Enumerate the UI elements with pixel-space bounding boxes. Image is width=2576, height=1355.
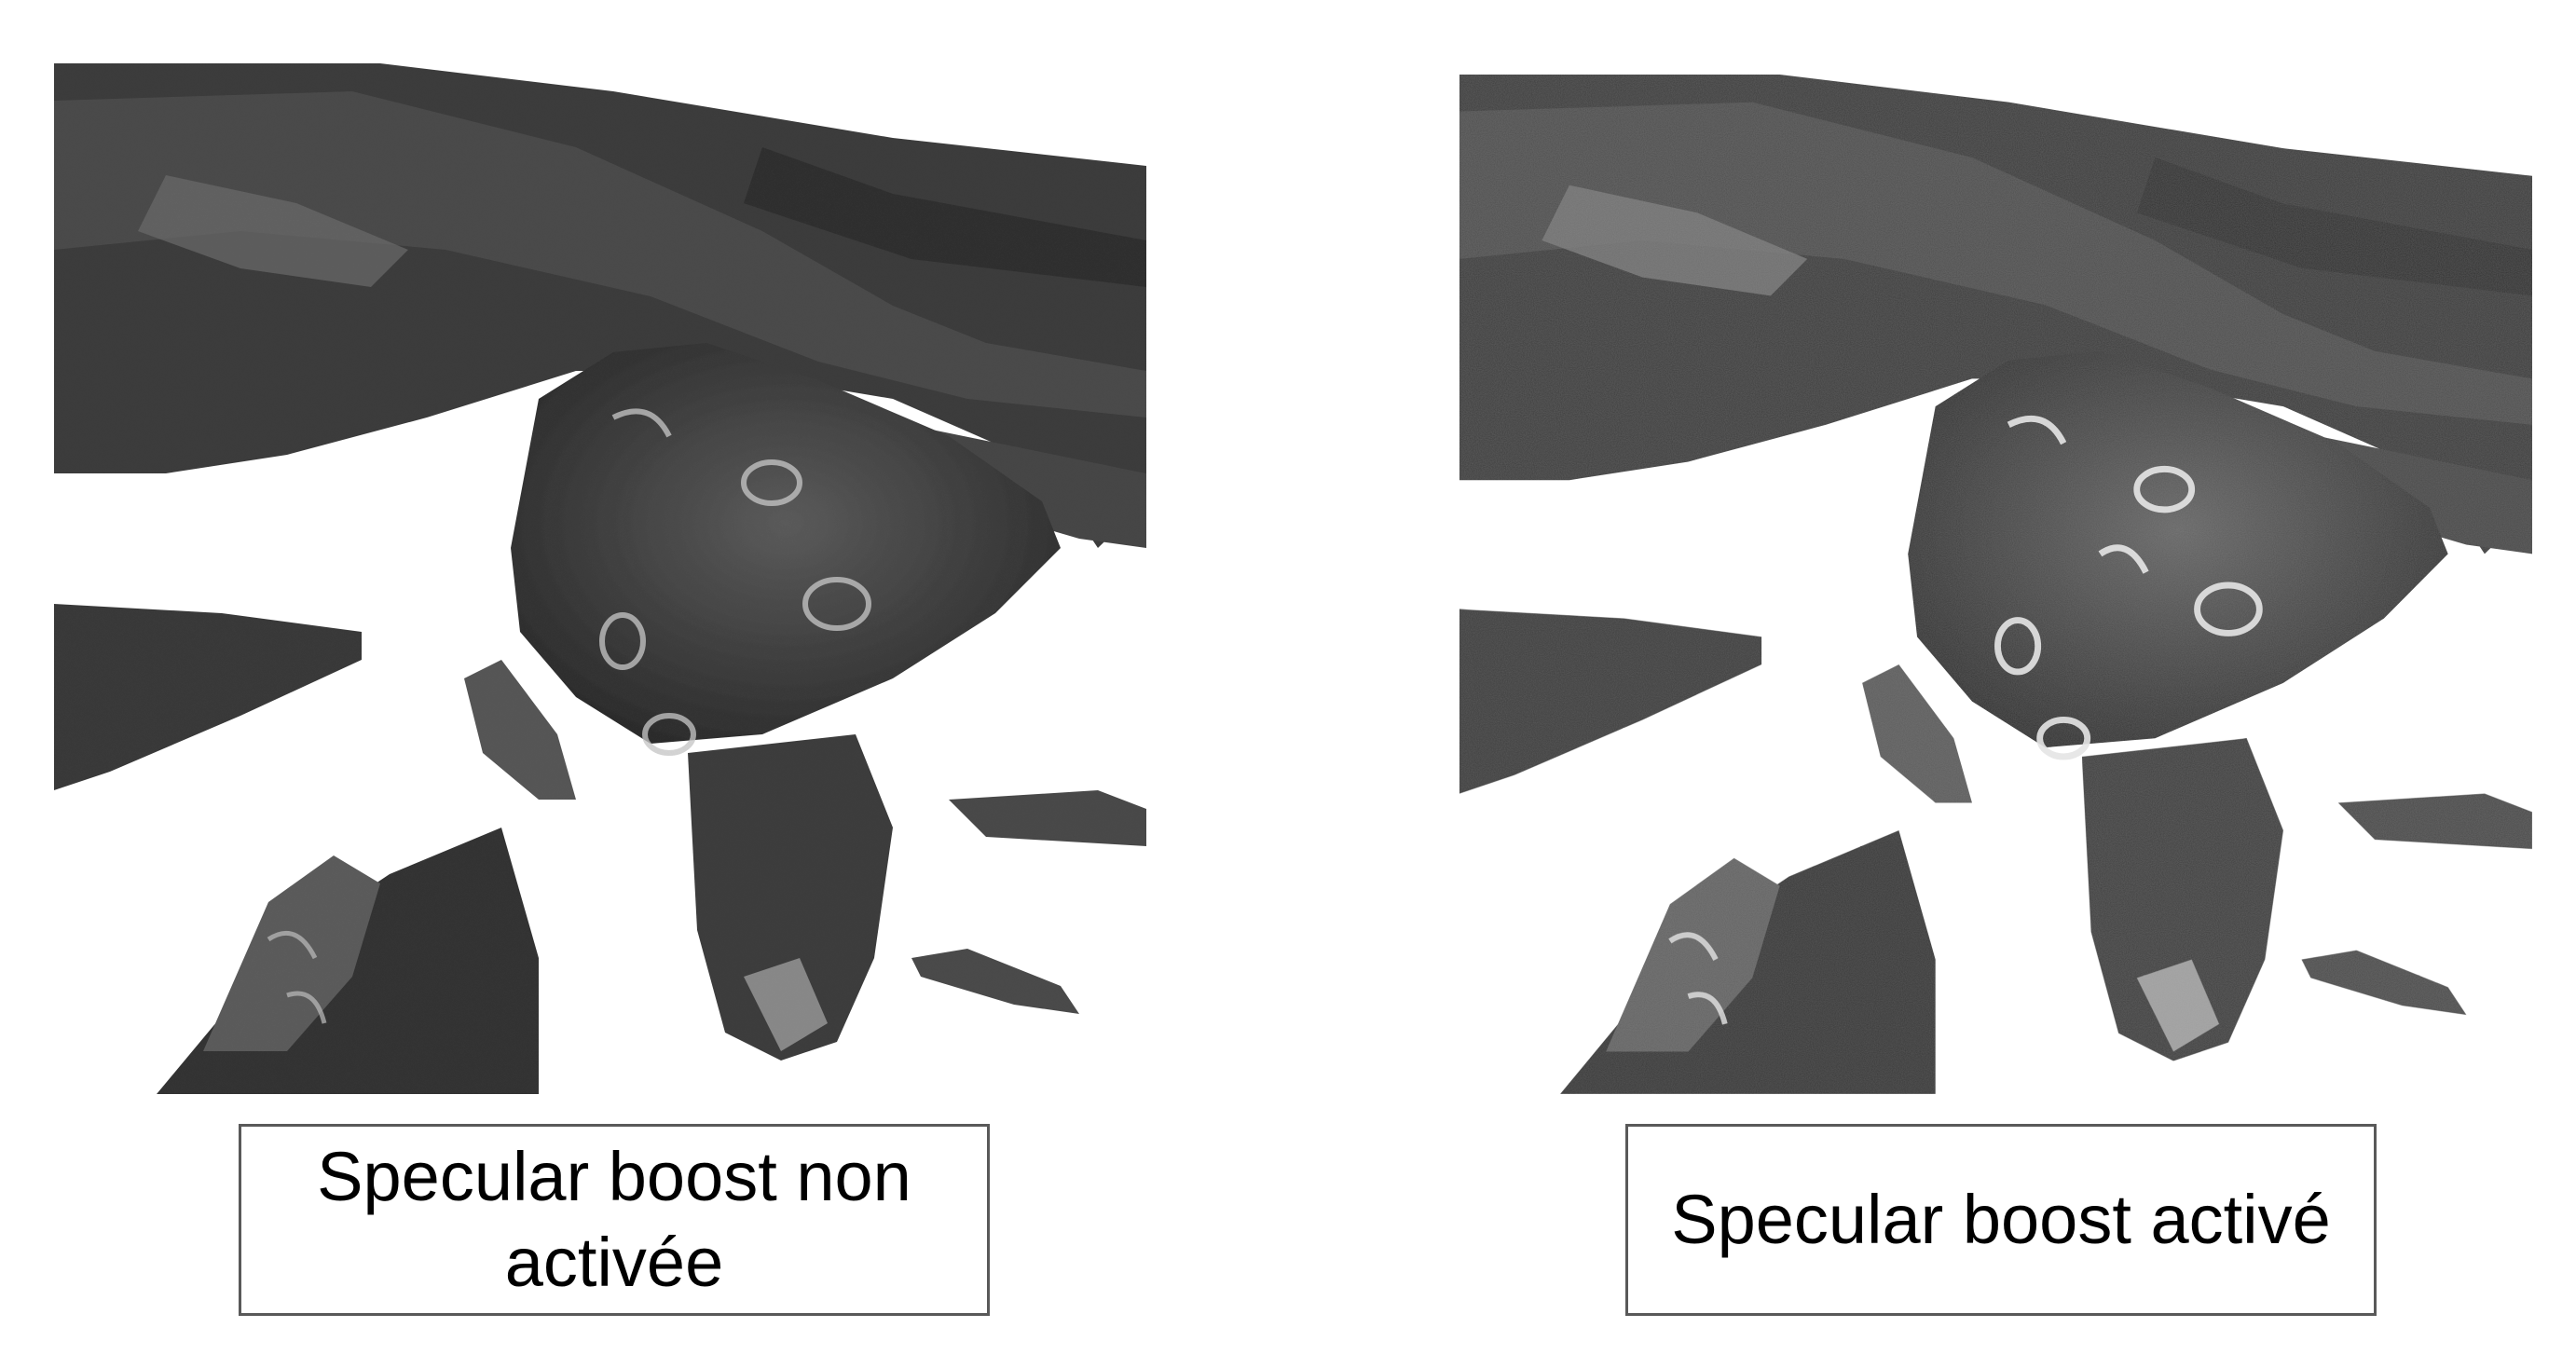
volume-render-left [54,63,1146,1094]
caption-box-right: Specular boost activé [1625,1124,2377,1316]
tissue-structures-boosted [1459,75,2532,1094]
caption-left: Specular boost non activée [317,1138,911,1301]
volume-render-right [1459,75,2532,1094]
caption-right: Specular boost activé [1671,1181,2331,1258]
tissue-structures [54,63,1146,1094]
caption-box-left: Specular boost non activée [239,1124,990,1316]
